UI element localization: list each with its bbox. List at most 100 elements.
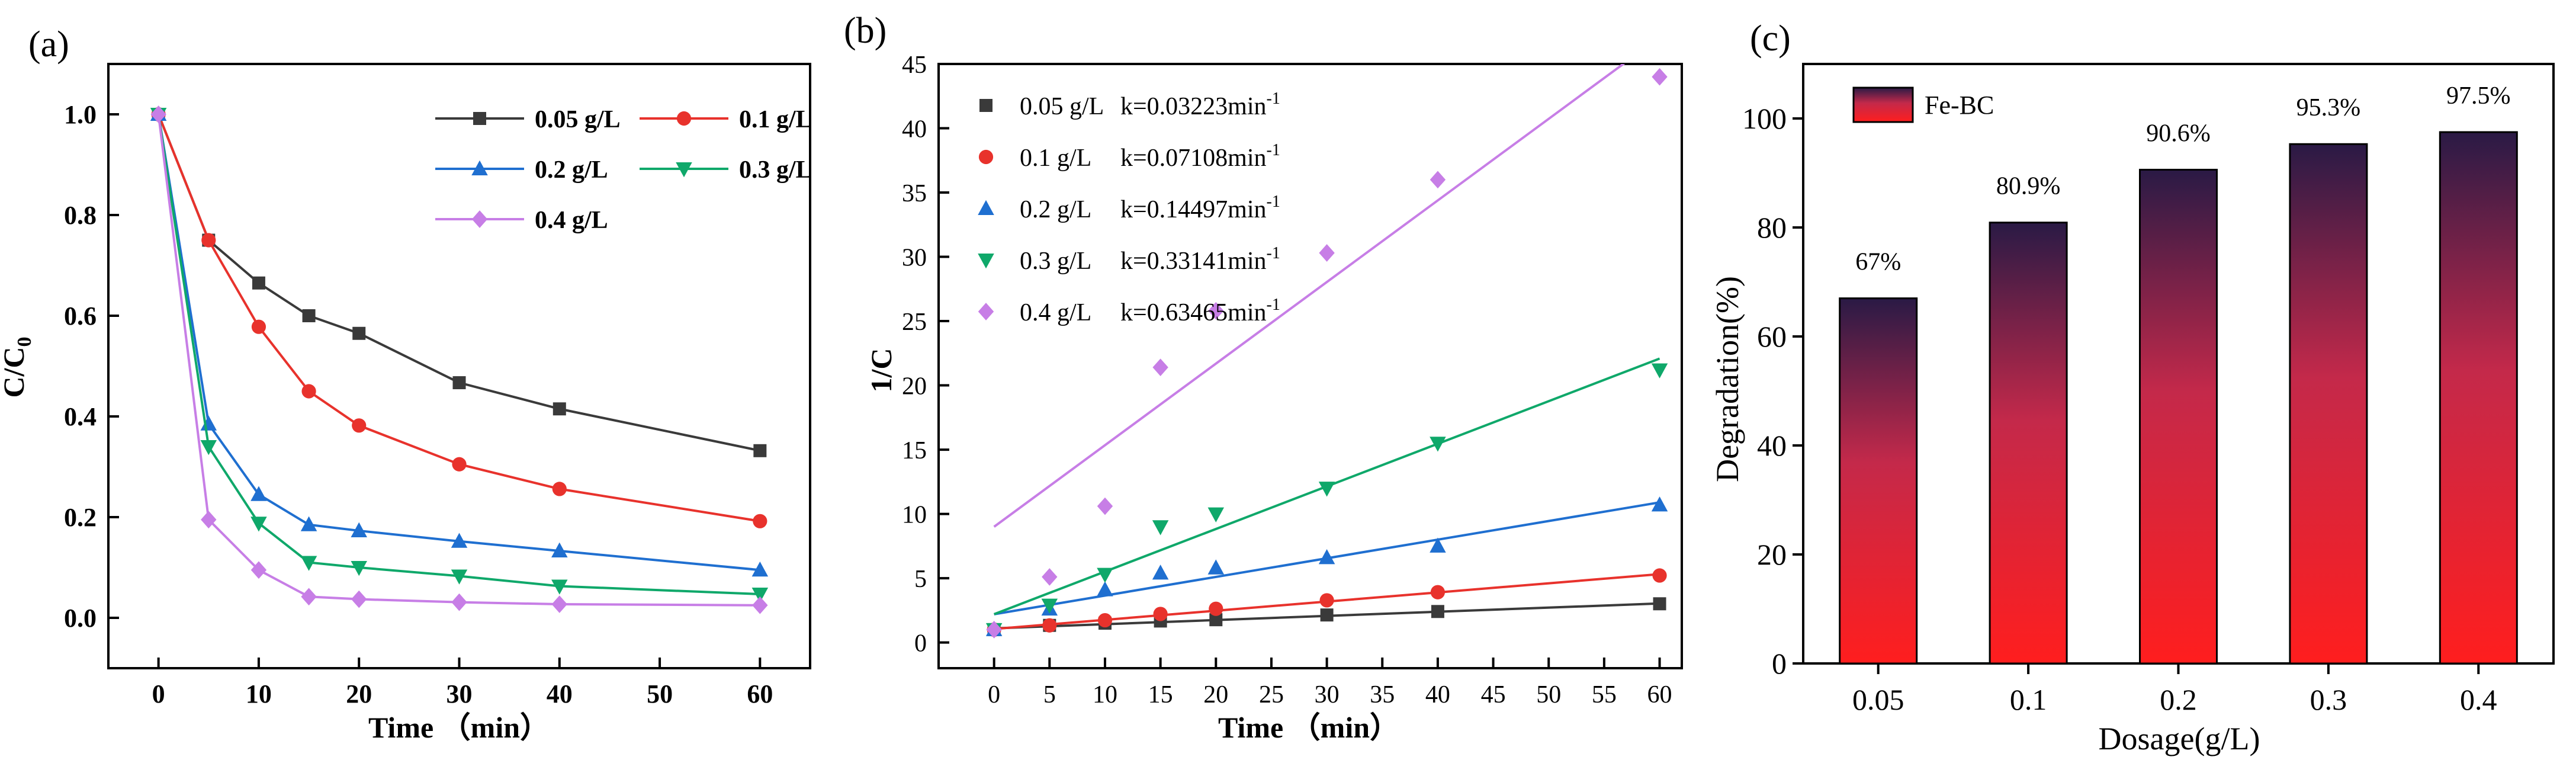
data-point: [1430, 537, 1446, 553]
legend-k-exponent: -1: [1267, 296, 1280, 314]
data-point: [753, 444, 767, 457]
panel-b-ylabel: 1/C: [865, 348, 898, 393]
data-point: [1042, 568, 1058, 586]
data-point: [752, 596, 768, 614]
bar: [2289, 143, 2368, 665]
data-point: [301, 384, 316, 399]
bar-data-label: 80.9%: [1996, 173, 2061, 200]
y-tick-label: 45: [902, 52, 927, 79]
x-tick-label: 55: [1592, 681, 1617, 708]
y-tick-label: 30: [902, 245, 927, 272]
panel-c-bars: 67% 80.9% 90.6% 95.3% 97.5%: [1839, 82, 2518, 665]
y-tick-label: 10: [902, 502, 927, 529]
series-line: [157, 114, 760, 572]
legend-marker: [978, 149, 994, 165]
bar-data-label: 67%: [1855, 249, 1901, 276]
data-point: [1431, 605, 1444, 618]
data-point: [201, 233, 216, 248]
x-tick-label: 0.4: [2460, 683, 2497, 716]
data-point: [1152, 565, 1169, 580]
legend-label: 0.05 g/L: [535, 106, 621, 133]
data-point: [986, 621, 1002, 639]
data-point: [352, 326, 366, 340]
y-tick-label: 80: [1757, 211, 1787, 244]
legend-marker: [978, 200, 994, 215]
data-point: [751, 588, 769, 603]
data-point: [1320, 608, 1334, 622]
series-line: [157, 114, 760, 607]
bar: [1839, 297, 1918, 665]
y-tick-label: 100: [1742, 102, 1787, 135]
panel-c-label: (c): [1750, 18, 1791, 59]
data-point: [1097, 613, 1113, 628]
data-point: [1651, 363, 1668, 379]
x-tick-label: 60: [1647, 681, 1672, 708]
y-tick-label: 25: [902, 309, 927, 336]
legend-marker: [978, 254, 994, 269]
bar-data-label: 95.3%: [2296, 94, 2361, 121]
x-tick-label: 0: [988, 681, 1000, 708]
x-tick-label: 10: [246, 679, 272, 708]
y-tick-label: 15: [902, 437, 927, 464]
data-point: [1319, 244, 1335, 262]
legend-marker: [473, 112, 486, 125]
panel-b-frame: [937, 63, 1683, 669]
data-point: [1318, 482, 1335, 497]
panel-c-legend: Fe-BC: [1852, 86, 1994, 123]
data-point: [1207, 507, 1225, 522]
data-point: [302, 309, 316, 322]
panel-c-xlabel: Dosage(g/L): [2099, 721, 2260, 756]
y-tick-label: 20: [902, 373, 927, 400]
y-tick-label: 35: [902, 180, 927, 207]
y-tick-label: 20: [1757, 538, 1787, 571]
x-tick-label: 35: [1370, 681, 1395, 708]
data-point: [1430, 437, 1446, 452]
panel-c-ylabel: Degradation(%): [1710, 276, 1745, 482]
panel-a-label: (a): [28, 24, 69, 65]
legend-marker: [676, 162, 692, 178]
x-tick-label: 20: [346, 679, 372, 708]
x-tick-label: 60: [747, 679, 773, 708]
y-tick-label: 0.8: [64, 201, 97, 230]
y-tick-label: 0.6: [64, 302, 97, 331]
x-tick-label: 0.3: [2310, 683, 2347, 716]
legend-k-label: k=0.03223min-1: [1120, 89, 1280, 120]
legend-marker: [471, 160, 488, 175]
x-tick-label: 30: [447, 679, 473, 708]
data-point: [1207, 559, 1225, 575]
data-point: [1430, 171, 1446, 189]
panel-b-series: [985, 64, 1668, 639]
data-point: [551, 542, 568, 557]
legend-label: 0.3 g/L: [1020, 248, 1091, 275]
x-tick-label: 40: [1425, 681, 1450, 708]
series-line: [157, 114, 760, 596]
y-tick-label: 1.0: [64, 100, 97, 129]
legend-marker: [979, 99, 993, 112]
data-point: [201, 511, 217, 529]
data-point: [300, 516, 317, 531]
data-point: [553, 402, 566, 416]
x-tick-label: 50: [647, 679, 673, 708]
data-point: [551, 595, 567, 613]
data-point: [1097, 567, 1113, 583]
legend-k-exponent: -1: [1267, 141, 1280, 159]
panel-b-xlabel: Time （min）: [1218, 711, 1399, 744]
legend-label: 0.2 g/L: [1020, 196, 1091, 223]
legend-k-label: k=0.14497min-1: [1120, 193, 1280, 223]
y-tick-label: 0: [1772, 647, 1787, 680]
legend-label: 0.1 g/L: [739, 106, 812, 133]
data-point: [1097, 497, 1113, 515]
data-point: [1430, 585, 1446, 599]
data-point: [352, 418, 367, 433]
data-point: [753, 514, 767, 528]
legend-marker: [676, 111, 692, 126]
data-point: [1652, 568, 1667, 583]
data-point: [1653, 597, 1666, 611]
x-tick-label: 45: [1481, 681, 1506, 708]
data-point: [351, 590, 367, 608]
y-tick-label: 5: [914, 566, 927, 593]
y-tick-label: 0: [914, 630, 927, 658]
legend-k-label: k=0.33141min-1: [1120, 244, 1280, 275]
legend-k-exponent: -1: [1267, 89, 1280, 108]
legend-k-exponent: -1: [1267, 244, 1280, 262]
